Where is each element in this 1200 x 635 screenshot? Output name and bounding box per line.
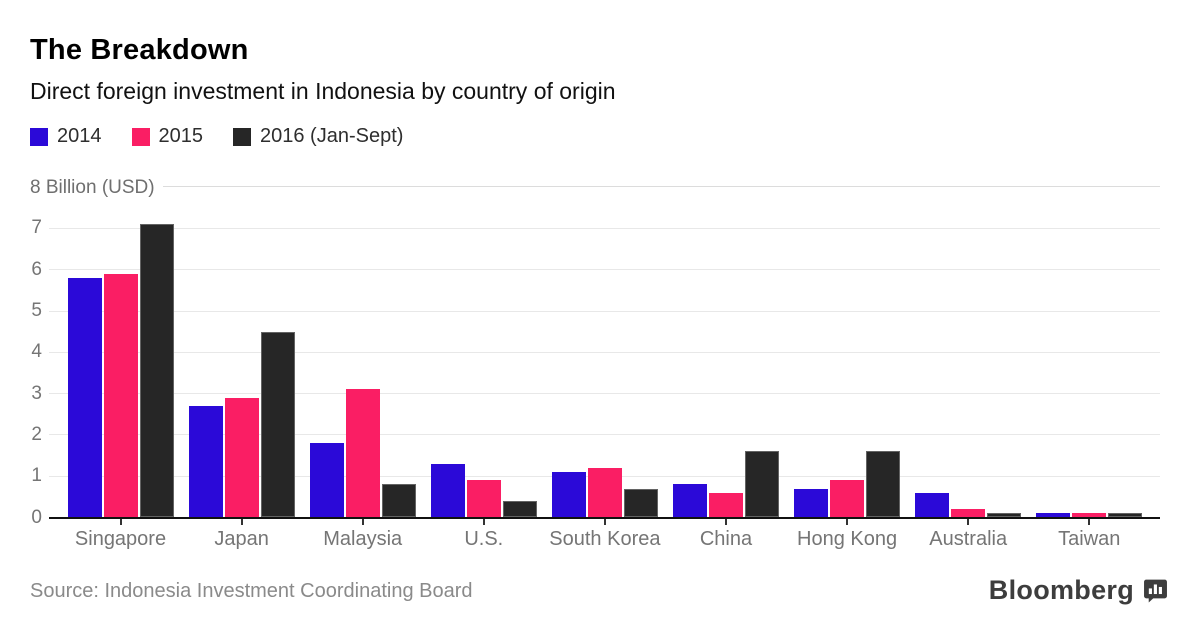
bar-hong-kong-2014 xyxy=(794,488,829,518)
bar-u-s--2014 xyxy=(430,463,465,518)
gridline-2 xyxy=(49,434,1160,436)
y-tick-label-4: 4 xyxy=(31,341,42,363)
y-tick-label-0: 0 xyxy=(31,506,42,528)
x-tick xyxy=(240,519,243,525)
bloomberg-logo: Bloomberg xyxy=(989,575,1168,606)
bar-malaysia-2015 xyxy=(345,389,380,518)
gridline-4 xyxy=(49,351,1160,353)
y-axis-unit-label: 8 Billion (USD) xyxy=(30,177,155,198)
y-tick-label-6: 6 xyxy=(31,258,42,280)
x-axis-baseline xyxy=(49,517,1160,519)
chart-title: The Breakdown xyxy=(30,34,249,66)
bar-japan-2016 xyxy=(260,331,295,518)
y-tick-label-3: 3 xyxy=(31,382,42,404)
bar-malaysia-2016 xyxy=(381,484,416,518)
x-category-label-south-korea: South Korea xyxy=(549,528,661,550)
bar-malaysia-2014 xyxy=(309,443,344,518)
bar-u-s--2015 xyxy=(466,480,501,518)
x-tick xyxy=(482,519,485,525)
gridline-7 xyxy=(49,227,1160,229)
top-gridline xyxy=(163,186,1160,187)
y-tick-label-2: 2 xyxy=(31,423,42,445)
bar-australia-2015 xyxy=(951,509,986,518)
bar-singapore-2014 xyxy=(67,277,102,518)
bloomberg-wordmark: Bloomberg xyxy=(988,575,1134,605)
bar-taiwan-2015 xyxy=(1072,513,1107,518)
y-tick-label-7: 7 xyxy=(31,217,42,239)
x-category-label-taiwan: Taiwan xyxy=(1058,528,1121,550)
legend-label: 2015 xyxy=(158,125,204,147)
legend-item-2015: 2015 xyxy=(131,125,204,148)
x-tick xyxy=(967,519,970,525)
gridline-5 xyxy=(49,310,1160,312)
y-tick-label-5: 5 xyxy=(31,300,42,321)
bloomberg-chart-bubble-icon xyxy=(1143,578,1168,603)
legend-label: 2014 xyxy=(57,125,102,147)
legend-item-2016-jan-sept-: 2016 (Jan-Sept) xyxy=(233,125,403,148)
legend-label: 2016 (Jan-Sept) xyxy=(260,125,404,147)
y-tick-label-1: 1 xyxy=(31,465,42,487)
gridline-3 xyxy=(49,393,1160,395)
x-category-label-malaysia: Malaysia xyxy=(323,528,403,550)
x-category-label-china: China xyxy=(699,528,753,550)
bar-china-2014 xyxy=(673,484,707,518)
x-category-label-australia: Australia xyxy=(929,528,1008,550)
x-tick xyxy=(1088,519,1091,525)
bar-japan-2015 xyxy=(224,397,259,518)
bar-singapore-2015 xyxy=(103,273,138,518)
legend-item-2014: 2014 xyxy=(30,125,102,148)
x-category-label-japan: Japan xyxy=(214,528,269,550)
legend: 2014 2015 2016 (Jan-Sept) xyxy=(30,125,433,148)
bar-china-2016 xyxy=(745,451,779,518)
legend-swatch xyxy=(233,127,251,146)
bar-u-s--2016 xyxy=(502,500,537,518)
x-tick xyxy=(725,519,727,525)
bar-south-korea-2016 xyxy=(623,488,658,518)
bar-taiwan-2016 xyxy=(1108,513,1143,518)
gridline-6 xyxy=(49,269,1160,271)
bar-australia-2014 xyxy=(915,492,950,518)
x-tick xyxy=(603,519,606,525)
bar-japan-2014 xyxy=(188,405,223,518)
x-tick xyxy=(119,519,122,525)
x-tick xyxy=(846,519,849,525)
bar-australia-2016 xyxy=(987,513,1022,518)
bar-south-korea-2014 xyxy=(551,472,586,518)
bar-china-2015 xyxy=(709,492,743,518)
bar-south-korea-2015 xyxy=(587,467,622,518)
x-category-label-u-s-: U.S. xyxy=(464,528,504,550)
bar-taiwan-2014 xyxy=(1036,513,1071,518)
x-category-label-hong-kong: Hong Kong xyxy=(797,528,898,550)
x-category-label-singapore: Singapore xyxy=(74,528,167,550)
bar-singapore-2016 xyxy=(139,224,174,518)
bar-hong-kong-2015 xyxy=(830,480,865,518)
source-credit: Source: Indonesia Investment Coordinatin… xyxy=(30,580,473,602)
x-tick xyxy=(361,519,364,525)
legend-swatch xyxy=(30,127,48,146)
bar-hong-kong-2016 xyxy=(866,451,901,518)
legend-swatch xyxy=(131,127,150,146)
chart-subtitle: Direct foreign investment in Indonesia b… xyxy=(30,78,616,104)
